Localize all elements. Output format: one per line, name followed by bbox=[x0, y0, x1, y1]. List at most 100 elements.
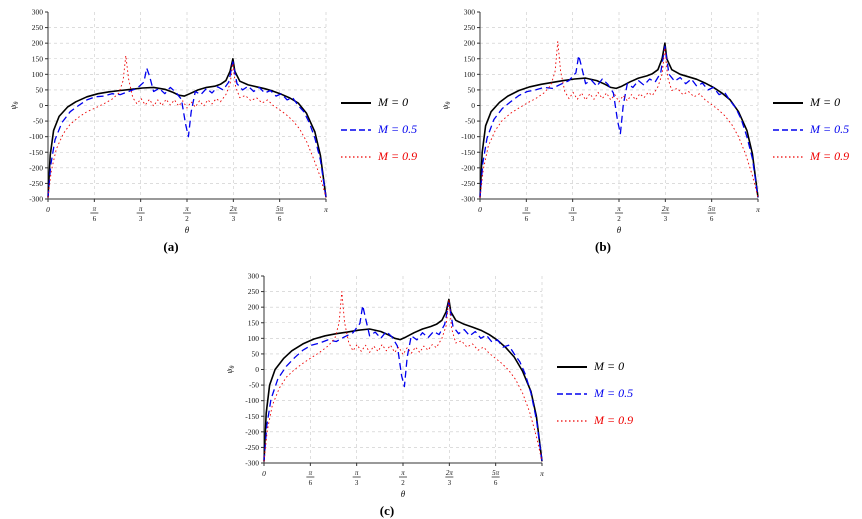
legend-dashed-line-icon bbox=[341, 128, 371, 131]
svg-text:-300: -300 bbox=[461, 195, 475, 204]
svg-text:150: 150 bbox=[248, 318, 260, 327]
legend-label: M = 0.9 bbox=[378, 149, 418, 163]
panel-a: -300 -250 -200 -150 -100 -50 0 50 100 150 200 250 30… bbox=[6, 4, 417, 255]
svg-text:0: 0 bbox=[262, 469, 266, 478]
svg-text:100: 100 bbox=[248, 334, 260, 343]
svg-text:π: π bbox=[355, 469, 359, 477]
svg-text:-250: -250 bbox=[461, 179, 475, 188]
svg-text:-50: -50 bbox=[465, 117, 475, 126]
svg-text:50: 50 bbox=[252, 349, 260, 358]
panel-b: -300 -250 -200 -150 -100 -50 0 50 100 150 200 250 30… bbox=[438, 4, 849, 255]
svg-text:π: π bbox=[540, 469, 544, 478]
caption-b: (b) bbox=[595, 239, 611, 254]
svg-text:π: π bbox=[525, 205, 529, 213]
legend-label: M = 0.5 bbox=[594, 386, 634, 400]
legend-item: M = 0.5 bbox=[556, 386, 633, 401]
svg-text:150: 150 bbox=[32, 54, 44, 63]
legend-label: M = 0 bbox=[594, 359, 625, 373]
legend-dotted-line-icon bbox=[557, 419, 587, 422]
caption-c: (c) bbox=[379, 503, 395, 518]
svg-text:200: 200 bbox=[248, 303, 260, 312]
svg-text:π: π bbox=[617, 205, 621, 213]
svg-text:5π: 5π bbox=[276, 205, 284, 213]
svg-text:6: 6 bbox=[309, 479, 313, 487]
svg-text:-50: -50 bbox=[249, 381, 259, 390]
svg-text:-150: -150 bbox=[245, 412, 259, 421]
svg-text:6: 6 bbox=[710, 215, 714, 223]
caption-a: (a) bbox=[163, 239, 179, 254]
svg-text:π: π bbox=[309, 469, 313, 477]
chart-area-a: -300 -250 -200 -150 -100 -50 0 50 100 150 200 250 30… bbox=[6, 4, 336, 255]
svg-text:300: 300 bbox=[464, 8, 476, 17]
legend-item: M = 0 bbox=[340, 95, 417, 110]
svg-text:3: 3 bbox=[448, 479, 452, 487]
svg-text:2: 2 bbox=[185, 215, 189, 223]
svg-text:θ: θ bbox=[401, 489, 406, 499]
svg-text:π: π bbox=[139, 205, 143, 213]
legend-label: M = 0 bbox=[810, 95, 841, 109]
svg-text:2π: 2π bbox=[446, 469, 454, 477]
svg-text:π: π bbox=[324, 205, 328, 214]
chart-area-b: -300 -250 -200 -150 -100 -50 0 50 100 150 200 250 30… bbox=[438, 4, 768, 255]
svg-text:-200: -200 bbox=[245, 427, 259, 436]
svg-text:-300: -300 bbox=[29, 195, 43, 204]
legend-item: M = 0 bbox=[772, 95, 849, 110]
chart-a: -300-250-200-150-100-5005010015020025030… bbox=[9, 8, 328, 236]
svg-text:300: 300 bbox=[248, 272, 260, 281]
legend-item: M = 0.9 bbox=[556, 413, 633, 428]
svg-text:-100: -100 bbox=[245, 396, 259, 405]
legend-a: M = 0 M = 0.5 M = 0.9 bbox=[340, 95, 417, 164]
svg-text:π: π bbox=[185, 205, 189, 213]
svg-text:θ: θ bbox=[185, 225, 190, 235]
legend-item: M = 0.5 bbox=[772, 122, 849, 137]
svg-text:200: 200 bbox=[32, 39, 44, 48]
svg-text:ψθ: ψθ bbox=[225, 365, 236, 373]
svg-text:5π: 5π bbox=[708, 205, 716, 213]
svg-text:50: 50 bbox=[36, 85, 44, 94]
svg-text:250: 250 bbox=[248, 287, 260, 296]
svg-text:π: π bbox=[93, 205, 97, 213]
svg-text:6: 6 bbox=[93, 215, 97, 223]
svg-text:150: 150 bbox=[464, 54, 476, 63]
legend-c: M = 0 M = 0.5 M = 0.9 bbox=[556, 359, 633, 428]
svg-text:-100: -100 bbox=[461, 132, 475, 141]
legend-solid-line-icon bbox=[773, 101, 803, 104]
svg-text:6: 6 bbox=[494, 479, 498, 487]
legend-dashed-line-icon bbox=[773, 128, 803, 131]
svg-text:-300: -300 bbox=[245, 459, 259, 468]
svg-text:300: 300 bbox=[32, 8, 44, 17]
svg-text:ψθ: ψθ bbox=[9, 101, 20, 109]
legend-label: M = 0.5 bbox=[378, 122, 418, 136]
svg-text:-50: -50 bbox=[33, 117, 43, 126]
svg-text:100: 100 bbox=[32, 70, 44, 79]
svg-text:θ: θ bbox=[617, 225, 622, 235]
legend-item: M = 0.9 bbox=[772, 149, 849, 164]
svg-text:π: π bbox=[571, 205, 575, 213]
svg-text:-200: -200 bbox=[461, 163, 475, 172]
legend-label: M = 0.5 bbox=[810, 122, 850, 136]
svg-text:-250: -250 bbox=[245, 443, 259, 452]
svg-text:250: 250 bbox=[32, 23, 44, 32]
legend-b: M = 0 M = 0.5 M = 0.9 bbox=[772, 95, 849, 164]
svg-text:6: 6 bbox=[278, 215, 282, 223]
svg-text:0: 0 bbox=[255, 365, 259, 374]
svg-text:200: 200 bbox=[464, 39, 476, 48]
chart-area-c: -300 -250 -200 -150 -100 -50 0 50 100 150 200 250 30… bbox=[222, 268, 552, 519]
svg-text:-150: -150 bbox=[461, 148, 475, 157]
svg-text:250: 250 bbox=[464, 23, 476, 32]
svg-text:3: 3 bbox=[232, 215, 236, 223]
legend-label: M = 0 bbox=[378, 95, 409, 109]
chart-b: -300-250-200-150-100-5005010015020025030… bbox=[441, 8, 760, 236]
svg-text:0: 0 bbox=[478, 205, 482, 214]
chart-c: -300-250-200-150-100-5005010015020025030… bbox=[225, 272, 544, 500]
legend-dotted-line-icon bbox=[341, 155, 371, 158]
svg-text:5π: 5π bbox=[492, 469, 500, 477]
legend-label: M = 0.9 bbox=[594, 413, 634, 427]
svg-text:-150: -150 bbox=[29, 148, 43, 157]
svg-text:3: 3 bbox=[139, 215, 143, 223]
legend-solid-line-icon bbox=[341, 101, 371, 104]
svg-text:2π: 2π bbox=[230, 205, 238, 213]
legend-dotted-line-icon bbox=[773, 155, 803, 158]
legend-label: M = 0.9 bbox=[810, 149, 850, 163]
svg-text:ψθ: ψθ bbox=[441, 101, 452, 109]
